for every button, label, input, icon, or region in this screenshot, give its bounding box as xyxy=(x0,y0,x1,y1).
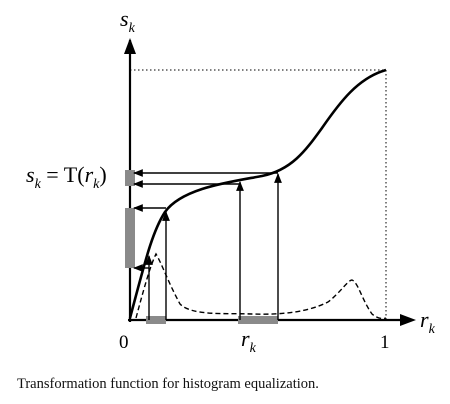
y-axis-label: sk xyxy=(120,6,136,36)
output-interval-bar-low xyxy=(125,208,135,268)
equation-label: sk = T(rk) xyxy=(26,162,107,192)
transformation-curve xyxy=(128,68,387,319)
figure-caption: Transformation function for histogram eq… xyxy=(17,376,319,392)
x-axis-arrowhead xyxy=(400,314,416,326)
output-interval-bar-sk xyxy=(125,170,135,186)
origin-tick-label: 0 xyxy=(119,332,129,353)
input-interval-bar-rk xyxy=(238,316,278,324)
y-axis-arrowhead xyxy=(124,38,136,54)
histogram-dashed-curve xyxy=(135,252,387,320)
rk-tick-label: rk xyxy=(241,326,257,356)
x-axis-label: rk xyxy=(420,307,436,337)
one-tick-label: 1 xyxy=(380,332,390,353)
input-interval-bar-low xyxy=(146,316,166,324)
